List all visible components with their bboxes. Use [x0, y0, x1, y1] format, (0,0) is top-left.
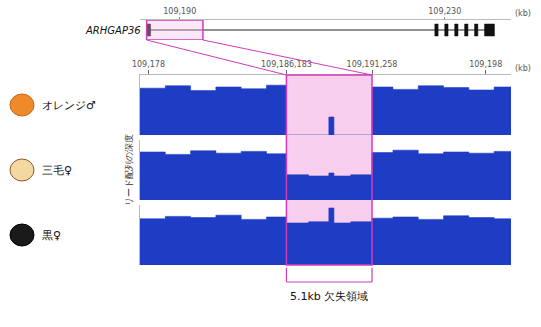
svg-text:(kb): (kb) [515, 9, 531, 18]
svg-text:三毛♀: 三毛♀ [42, 164, 72, 177]
svg-text:5.1kb 欠失領域: 5.1kb 欠失領域 [290, 290, 368, 303]
svg-text:オレンジ♂: オレンジ♂ [42, 99, 96, 112]
svg-text:109,230: 109,230 [428, 7, 461, 16]
svg-text:109,198: 109,198 [469, 60, 502, 69]
svg-text:109,186,183: 109,186,183 [261, 60, 312, 69]
svg-text:109,178: 109,178 [132, 60, 165, 69]
svg-text:109,191,258: 109,191,258 [347, 60, 398, 69]
svg-text:(kb): (kb) [515, 64, 531, 73]
svg-text:黒♀: 黒♀ [42, 229, 61, 242]
svg-text:109,190: 109,190 [163, 7, 196, 16]
svg-text:リード配列の深度: リード配列の深度 [124, 134, 134, 206]
svg-text:ARHGAP36: ARHGAP36 [85, 25, 141, 36]
